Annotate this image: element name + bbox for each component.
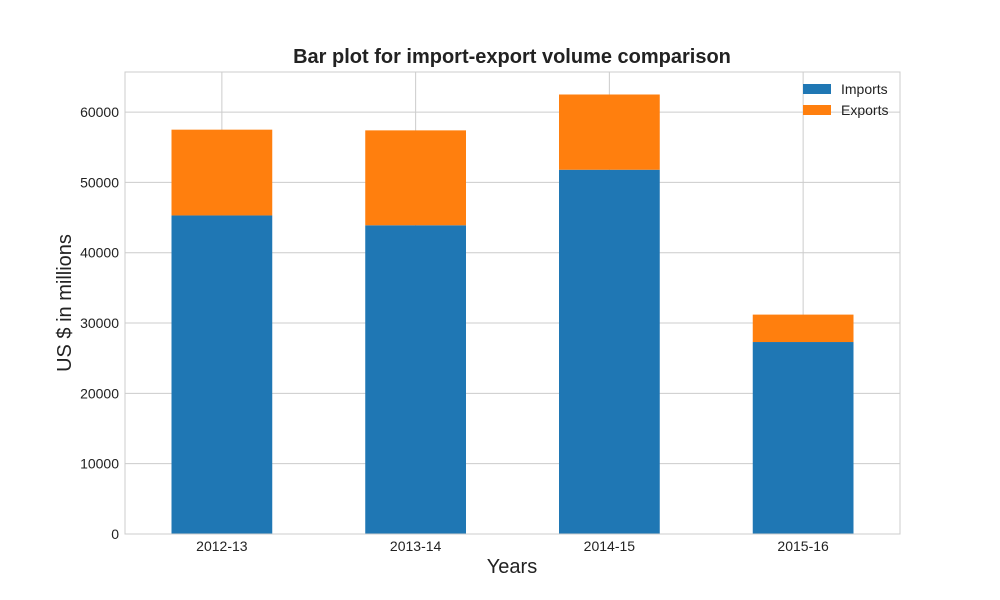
bar-exports-2012-13 <box>171 129 273 216</box>
legend-swatch-exports <box>803 105 831 115</box>
y-tick-label: 10000 <box>80 456 119 472</box>
x-ticks: 2012-13 2013-14 2014-15 2015-16 <box>196 538 829 554</box>
bar-imports-2015-16 <box>752 342 854 534</box>
y-axis-label: US $ in millions <box>54 234 76 372</box>
x-tick-label: 2014-15 <box>584 538 636 554</box>
bar-exports-2015-16 <box>752 314 854 343</box>
y-tick-label: 60000 <box>80 104 119 120</box>
x-axis-label: Years <box>487 556 537 578</box>
bars <box>171 94 854 534</box>
y-tick-label: 20000 <box>80 385 119 401</box>
bar-exports-2013-14 <box>365 130 466 226</box>
legend: Imports Exports <box>803 81 888 118</box>
x-tick-label: 2015-16 <box>777 538 829 554</box>
bar-imports-2014-15 <box>559 169 660 534</box>
legend-label-exports: Exports <box>841 102 888 118</box>
bar-imports-2013-14 <box>365 225 466 534</box>
y-tick-label: 0 <box>111 526 119 542</box>
y-ticks: 0 10000 20000 30000 40000 50000 60000 <box>80 104 119 542</box>
legend-label-imports: Imports <box>841 81 888 97</box>
y-tick-label: 40000 <box>80 245 119 261</box>
x-tick-label: 2013-14 <box>390 538 442 554</box>
chart-title: Bar plot for import-export volume compar… <box>293 46 731 68</box>
bar-exports-2014-15 <box>559 94 660 170</box>
plot-frame <box>124 71 901 535</box>
legend-swatch-imports <box>803 84 831 94</box>
y-tick-label: 50000 <box>80 174 119 190</box>
bar-imports-2012-13 <box>171 215 273 534</box>
x-tick-label: 2012-13 <box>196 538 248 554</box>
y-tick-label: 30000 <box>80 315 119 331</box>
